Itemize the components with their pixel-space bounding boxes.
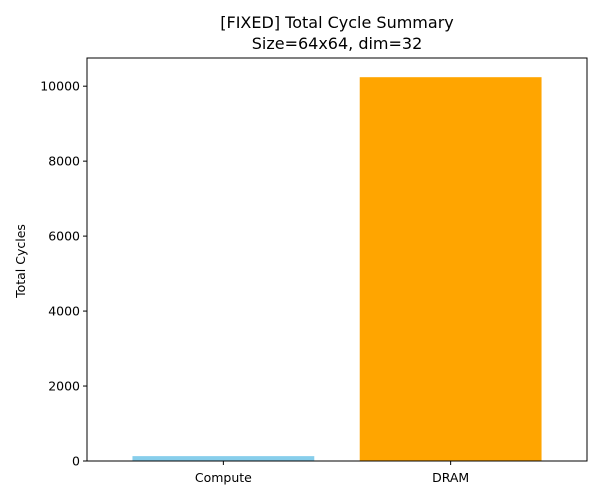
y-tick-label: 6000 (48, 229, 80, 244)
y-tick-label: 4000 (48, 304, 80, 319)
chart-title-line-1: [FIXED] Total Cycle Summary (220, 13, 453, 32)
y-tick-label: 0 (72, 454, 80, 469)
y-tick-label: 2000 (48, 379, 80, 394)
y-axis-label: Total Cycles (13, 224, 28, 299)
x-tick-label: Compute (195, 470, 252, 485)
bar-compute (132, 456, 315, 461)
plot-frame (86, 57, 588, 462)
x-tick-label: DRAM (432, 470, 469, 485)
y-tick-label: 8000 (48, 154, 80, 169)
axes-layer: 0 2000 4000 6000 8000 10000 Compute DRAM (40, 57, 588, 485)
bar-dram (359, 77, 542, 461)
chart-title-line-2: Size=64x64, dim=32 (252, 34, 423, 53)
bars-layer (132, 77, 542, 461)
y-tick-label: 10000 (40, 79, 80, 94)
